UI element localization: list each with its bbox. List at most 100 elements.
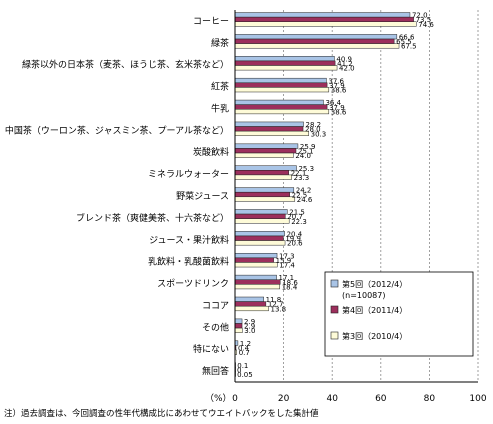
bar-series1 xyxy=(234,12,411,18)
category-label: 無回答 xyxy=(202,365,229,377)
data-label: 0 xyxy=(237,366,241,374)
data-label: 20.7 xyxy=(287,213,303,221)
bar-series3 xyxy=(234,87,330,93)
data-label: 25.3 xyxy=(298,165,314,173)
x-tick-label: 0 xyxy=(232,394,238,404)
data-label: 36.4 xyxy=(325,99,341,107)
data-label: 1.2 xyxy=(240,340,251,348)
bar-series1 xyxy=(234,165,297,171)
category-label: スポーツドリンク xyxy=(157,279,229,290)
category-label: ミネラルウォーター xyxy=(148,169,229,180)
data-label: 38.6 xyxy=(331,86,347,94)
bar-series2 xyxy=(234,323,243,329)
data-label: 22.3 xyxy=(291,218,307,226)
data-label: 28.2 xyxy=(306,121,322,129)
data-label: 11.8 xyxy=(266,296,282,304)
bar-series3 xyxy=(234,305,269,312)
data-label: 24.0 xyxy=(295,152,311,160)
legend-swatch xyxy=(330,305,339,314)
category-label: 中国茶（ウーロン茶、ジャスミン茶、プーアル茶など） xyxy=(5,124,229,136)
data-label: 37.9 xyxy=(329,104,345,112)
data-label: 25.9 xyxy=(300,143,316,151)
bar-series1 xyxy=(234,274,277,280)
data-label: 21.5 xyxy=(289,209,305,217)
bar-series3 xyxy=(234,240,286,246)
legend-box xyxy=(324,271,474,357)
data-label: 37.6 xyxy=(328,77,344,85)
data-label: 3.0 xyxy=(244,327,255,335)
data-label: 37.9 xyxy=(329,82,345,90)
data-label: 20.6 xyxy=(287,240,303,248)
x-axis-label: （%） xyxy=(205,393,232,404)
legend-entry: 第5回（2012/4） xyxy=(342,279,407,289)
bar-series1 xyxy=(234,56,335,62)
data-label: 28.0 xyxy=(305,126,321,134)
bar-series2 xyxy=(234,126,304,132)
bar-series1 xyxy=(234,99,324,105)
data-label: 17.1 xyxy=(279,274,295,282)
bar-series2 xyxy=(234,235,284,241)
legend-swatch xyxy=(330,331,339,340)
category-label: 緑茶 xyxy=(211,37,229,49)
bar-series1 xyxy=(234,209,288,215)
data-label: 0.1 xyxy=(237,362,248,370)
data-label: 12.7 xyxy=(268,301,284,309)
bar-series3 xyxy=(234,284,280,290)
bar-series3 xyxy=(234,21,417,27)
data-label: 20.4 xyxy=(287,230,303,238)
data-label: 2.9 xyxy=(244,323,255,331)
category-label: ブレンド茶（爽健美茶、十六茶など） xyxy=(76,212,229,224)
bar-series2 xyxy=(234,104,328,110)
value-labels: 72.073.574.666.665.567.5 40.941.242.0 37.6… xyxy=(237,12,434,379)
data-label: 67.5 xyxy=(401,43,417,51)
bar-series2 xyxy=(234,148,297,154)
bar-series2 xyxy=(234,16,414,22)
x-tick-label: 20 xyxy=(278,394,290,404)
data-label: 17.4 xyxy=(279,262,295,270)
category-label: 野菜ジュース xyxy=(176,190,229,202)
data-label: 38.6 xyxy=(331,108,347,116)
data-label: 42.0 xyxy=(339,65,355,73)
data-label: 41.2 xyxy=(337,60,353,68)
bars xyxy=(234,12,417,377)
x-tick-label: 60 xyxy=(375,394,387,404)
bar-series3 xyxy=(234,262,278,268)
bar-series1 xyxy=(234,143,299,149)
bar-series1 xyxy=(234,318,243,324)
data-label: 2.9 xyxy=(244,318,255,326)
legend-sample-size: (n=10087) xyxy=(342,291,385,300)
data-label: 22.1 xyxy=(291,169,307,177)
data-label: 18.4 xyxy=(282,283,298,291)
bar-series3 xyxy=(234,43,400,49)
x-tick-label: 80 xyxy=(424,394,436,404)
bar-series1 xyxy=(234,121,304,127)
category-label: 紅茶 xyxy=(211,81,229,93)
bar-series2 xyxy=(234,170,289,176)
bar-series3 xyxy=(234,196,296,202)
footnote: 注）過去調査は、今回調査の性年代構成比にあわせてウエイトバックをした集計値 xyxy=(4,408,319,419)
category-label: 乳飲料・乳酸菌飲料 xyxy=(148,256,229,268)
legend-entry: 第3回（2010/4） xyxy=(342,331,407,341)
category-label: 緑茶以外の日本茶（麦茶、ほうじ茶、玄米茶など） xyxy=(22,59,229,71)
data-label: 23.3 xyxy=(294,174,310,182)
category-label: 特にない xyxy=(193,343,229,355)
legend-swatch xyxy=(330,279,339,288)
data-label: 72.0 xyxy=(412,12,428,20)
x-tick-label: 100 xyxy=(469,394,486,404)
data-label: 18.6 xyxy=(282,279,298,287)
data-label: 19.9 xyxy=(285,235,301,243)
bar-series3 xyxy=(234,174,292,180)
data-label: 24.2 xyxy=(296,187,312,195)
bar-series3 xyxy=(234,109,330,115)
bar-series2 xyxy=(234,191,290,198)
bar-series2 xyxy=(234,82,328,88)
bar-series2 xyxy=(234,257,274,263)
data-label: 40.9 xyxy=(336,55,352,63)
bar-series2 xyxy=(234,60,336,66)
data-label: 15.9 xyxy=(276,257,292,265)
x-tick-label: 40 xyxy=(326,394,338,404)
bar-series3 xyxy=(234,65,338,71)
category-label: ジュース・果汁飲料 xyxy=(149,234,229,246)
category-label: その他 xyxy=(202,321,229,333)
